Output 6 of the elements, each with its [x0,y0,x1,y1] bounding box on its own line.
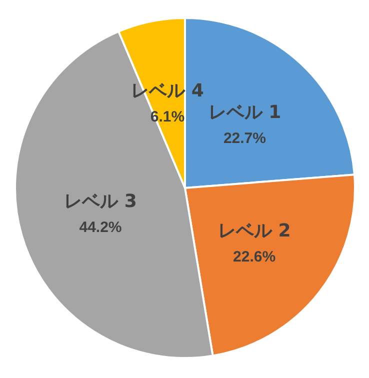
slice-label: レベル 1 [208,102,282,123]
data-label: 22.7% [223,130,266,147]
data-label: 22.6% [233,248,276,266]
data-label: 44.2% [79,219,122,236]
slice-label: レベル 2 [218,220,291,242]
slice-label: レベル 3 [64,191,137,212]
